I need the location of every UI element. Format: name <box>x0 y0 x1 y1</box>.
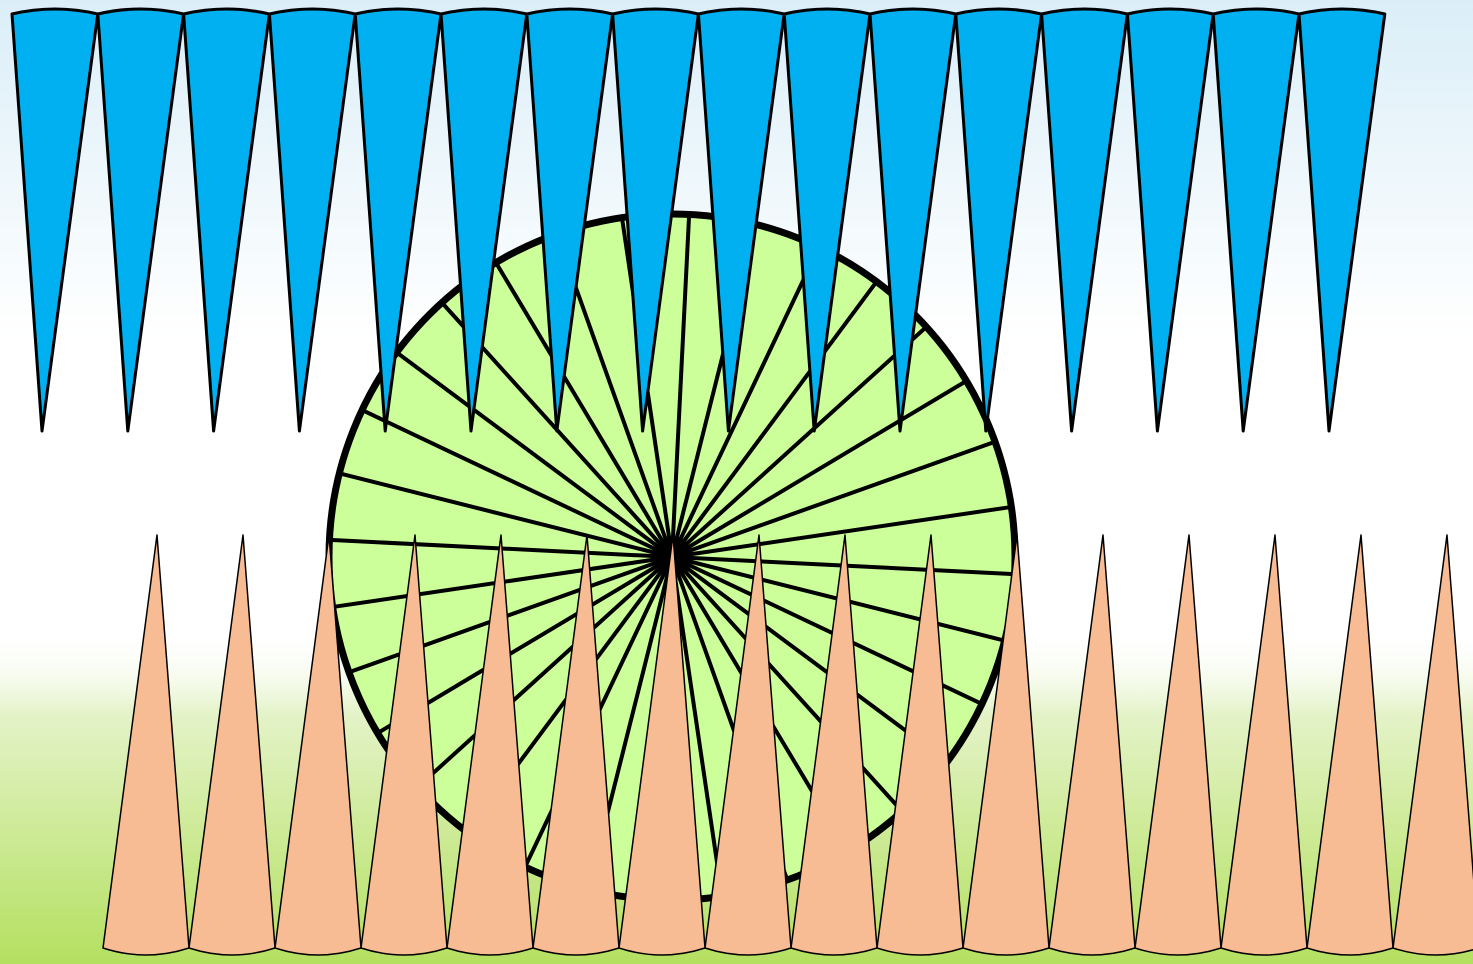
orange-sector <box>1306 534 1394 956</box>
spoke <box>495 264 674 559</box>
spoke <box>671 440 993 559</box>
spoke <box>418 555 674 787</box>
orange-sectors <box>102 534 1473 956</box>
spoke <box>670 380 965 559</box>
spoke <box>670 248 820 558</box>
orange-sector <box>1220 534 1308 956</box>
orange-sector <box>1134 534 1222 956</box>
spoke <box>670 282 877 559</box>
spoke <box>363 409 673 559</box>
blue-sectors <box>10 7 1387 433</box>
spoke <box>397 352 674 559</box>
spoke <box>670 217 691 558</box>
orange-sector <box>704 534 792 956</box>
orange-sector <box>102 534 190 956</box>
spoke <box>670 555 947 762</box>
orange-sector <box>274 534 362 956</box>
orange-sector <box>790 534 878 956</box>
spoke <box>670 556 724 894</box>
spoke <box>341 472 673 559</box>
spoke <box>670 327 926 559</box>
orange-sector <box>1392 534 1473 956</box>
orange-sector <box>532 534 620 956</box>
spoke <box>671 505 1009 559</box>
orange-sector <box>618 534 706 956</box>
orange-sector <box>876 534 964 956</box>
spoke <box>379 555 674 734</box>
orange-sector <box>188 534 276 956</box>
blue-sector <box>1297 7 1387 433</box>
orange-sector <box>446 534 534 956</box>
orange-sector <box>962 534 1050 956</box>
orange-sector <box>1048 534 1136 956</box>
orange-sector <box>360 534 448 956</box>
